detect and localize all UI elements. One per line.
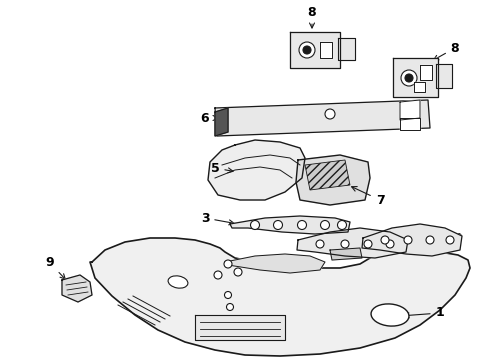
Circle shape — [234, 268, 242, 276]
Polygon shape — [230, 216, 350, 234]
Circle shape — [316, 240, 324, 248]
Circle shape — [320, 220, 329, 230]
Polygon shape — [296, 155, 370, 205]
Text: 8: 8 — [434, 41, 459, 60]
Circle shape — [401, 70, 417, 86]
Polygon shape — [400, 118, 420, 130]
Circle shape — [325, 109, 335, 119]
Circle shape — [226, 303, 234, 310]
Text: 8: 8 — [308, 5, 317, 28]
Polygon shape — [215, 100, 430, 136]
Polygon shape — [420, 65, 432, 80]
Circle shape — [224, 292, 231, 298]
Circle shape — [297, 220, 307, 230]
Circle shape — [364, 240, 372, 248]
Circle shape — [405, 74, 413, 82]
Circle shape — [299, 42, 315, 58]
Polygon shape — [195, 315, 285, 340]
Ellipse shape — [168, 276, 188, 288]
Polygon shape — [400, 100, 420, 120]
Polygon shape — [362, 224, 462, 256]
Text: 4: 4 — [343, 248, 366, 261]
Text: 9: 9 — [46, 256, 65, 279]
Circle shape — [446, 236, 454, 244]
Circle shape — [224, 260, 232, 268]
Polygon shape — [414, 82, 425, 92]
Circle shape — [426, 236, 434, 244]
Polygon shape — [320, 42, 332, 58]
Polygon shape — [393, 58, 438, 97]
Polygon shape — [225, 254, 325, 273]
Circle shape — [341, 240, 349, 248]
Text: 7: 7 — [352, 186, 384, 207]
Polygon shape — [305, 160, 350, 190]
Circle shape — [273, 220, 283, 230]
Polygon shape — [338, 38, 355, 60]
Polygon shape — [62, 275, 92, 302]
Polygon shape — [90, 238, 470, 356]
Polygon shape — [297, 228, 408, 258]
Circle shape — [381, 236, 389, 244]
Ellipse shape — [371, 304, 409, 326]
Polygon shape — [290, 32, 340, 68]
Circle shape — [404, 236, 412, 244]
Text: 3: 3 — [201, 211, 234, 225]
Text: 1: 1 — [404, 306, 444, 320]
Polygon shape — [330, 248, 362, 260]
Circle shape — [214, 271, 222, 279]
Polygon shape — [215, 108, 228, 136]
Polygon shape — [436, 64, 452, 88]
Circle shape — [386, 240, 394, 248]
Text: 5: 5 — [211, 162, 233, 175]
Circle shape — [303, 46, 311, 54]
Text: 2: 2 — [436, 231, 463, 244]
Circle shape — [338, 220, 346, 230]
Text: 6: 6 — [201, 112, 218, 125]
Polygon shape — [208, 140, 305, 200]
Circle shape — [250, 220, 260, 230]
